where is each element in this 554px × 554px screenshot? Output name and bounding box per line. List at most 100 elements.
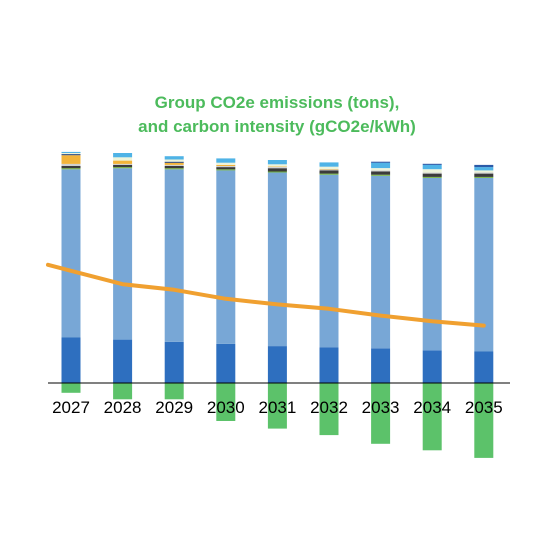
chart-title: Group CO2e emissions (tons), and carbon … bbox=[0, 91, 554, 139]
bar-segment-2028-3 bbox=[113, 164, 133, 168]
bar-segment-2034-3 bbox=[422, 173, 442, 177]
bar-segment-2032-3 bbox=[319, 170, 339, 174]
bar-segment-2027-3 bbox=[61, 166, 81, 169]
bar-segment-2033-8 bbox=[371, 162, 391, 169]
bar-segment-2034-0 bbox=[422, 350, 442, 383]
bar-segment-2033-10 bbox=[371, 383, 391, 444]
x-tick-label: 2032 bbox=[310, 398, 348, 417]
bar-segment-2031-8 bbox=[267, 160, 287, 165]
bar-segment-2035-10 bbox=[474, 383, 494, 458]
bar-segment-2028-4 bbox=[113, 163, 133, 165]
bar-segment-2033-7 bbox=[371, 168, 391, 171]
bar-segment-2030-2 bbox=[216, 169, 236, 171]
x-tick-label: 2033 bbox=[362, 398, 400, 417]
bar-segment-2033-2 bbox=[371, 174, 391, 176]
bar-group bbox=[61, 151, 494, 458]
bar-segment-2034-9 bbox=[422, 163, 442, 165]
bar-segment-2032-4 bbox=[319, 169, 339, 171]
bar-segment-2031-0 bbox=[267, 346, 287, 383]
bar-segment-2027-10 bbox=[61, 383, 81, 393]
bar-segment-2028-0 bbox=[113, 339, 133, 383]
bar-segment-2035-2 bbox=[474, 176, 494, 178]
bar-segment-2029-0 bbox=[164, 341, 184, 383]
x-tick-label: 2027 bbox=[52, 398, 90, 417]
bar-segment-2035-0 bbox=[474, 351, 494, 383]
bar-segment-2030-1 bbox=[216, 170, 236, 344]
bar-segment-2033-9 bbox=[371, 161, 391, 163]
bar-segment-2029-7 bbox=[164, 159, 184, 162]
chart-title-line-2: and carbon intensity (gCO2e/kWh) bbox=[138, 117, 416, 136]
bar-segment-2034-10 bbox=[422, 383, 442, 451]
bar-segment-2027-7 bbox=[61, 153, 81, 155]
bar-segment-2031-10 bbox=[267, 383, 287, 429]
bar-segment-2027-2 bbox=[61, 168, 81, 170]
chart-title-line-1: Group CO2e emissions (tons), bbox=[154, 93, 400, 112]
bar-segment-2029-10 bbox=[164, 383, 184, 400]
bar-segment-2031-2 bbox=[267, 171, 287, 173]
bar-segment-2032-10 bbox=[319, 383, 339, 436]
bar-segment-2028-1 bbox=[113, 168, 133, 340]
x-tick-label: 2035 bbox=[465, 398, 503, 417]
bar-segment-2030-3 bbox=[216, 167, 236, 170]
bar-segment-2028-7 bbox=[113, 157, 133, 161]
bar-segment-2035-9 bbox=[474, 164, 494, 168]
x-tick-label: 2029 bbox=[155, 398, 193, 417]
bar-segment-2027-1 bbox=[61, 169, 81, 338]
bar-segment-2027-6 bbox=[61, 154, 81, 156]
bar-segment-2032-5 bbox=[319, 168, 339, 170]
bar-segment-2028-2 bbox=[113, 167, 133, 169]
bar-segment-2031-3 bbox=[267, 168, 287, 172]
bar-segment-2031-5 bbox=[267, 166, 287, 167]
bar-segment-2032-1 bbox=[319, 174, 339, 348]
x-tick-labels: 2027 2028 2029 2030 2031 2032 2033 2034 2035 bbox=[52, 398, 503, 417]
bar-segment-2028-10 bbox=[113, 383, 133, 400]
bar-segment-2029-8 bbox=[164, 156, 184, 160]
bar-segment-2035-7 bbox=[474, 170, 494, 173]
bar-segment-2029-4 bbox=[164, 164, 184, 166]
bar-segment-2035-1 bbox=[474, 177, 494, 352]
bar-segment-2034-7 bbox=[422, 169, 442, 173]
carbon-intensity-line bbox=[46, 262, 486, 328]
bar-segment-2029-3 bbox=[164, 166, 184, 169]
bar-segment-2033-4 bbox=[371, 170, 391, 172]
bar-segment-2029-1 bbox=[164, 169, 184, 342]
bar-segment-2032-2 bbox=[319, 173, 339, 175]
bar-segment-2035-4 bbox=[474, 172, 494, 174]
bar-segment-2027-5 bbox=[61, 155, 81, 164]
bar-segment-2032-0 bbox=[319, 347, 339, 383]
bar-segment-2033-1 bbox=[371, 175, 391, 349]
bar-segment-2035-8 bbox=[474, 167, 494, 171]
bar-segment-2032-7 bbox=[319, 166, 339, 169]
bar-segment-2034-4 bbox=[422, 172, 442, 174]
bar-segment-2028-8 bbox=[113, 153, 133, 158]
bar-segment-2030-0 bbox=[216, 343, 236, 383]
x-tick-label: 2030 bbox=[207, 398, 245, 417]
x-tick-label: 2034 bbox=[413, 398, 451, 417]
bar-segment-2035-3 bbox=[474, 173, 494, 177]
bar-segment-2027-8 bbox=[61, 151, 81, 153]
bar-segment-2031-4 bbox=[267, 167, 287, 169]
bar-segment-2030-5 bbox=[216, 164, 236, 166]
bar-segment-2027-0 bbox=[61, 337, 81, 383]
bar-segment-2032-8 bbox=[319, 162, 339, 167]
bar-segment-2027-4 bbox=[61, 163, 81, 166]
bar-segment-2034-8 bbox=[422, 164, 442, 170]
intensity-line-layer bbox=[46, 262, 486, 328]
bar-segment-2034-1 bbox=[422, 177, 442, 351]
bar-segment-2030-7 bbox=[216, 162, 236, 165]
x-tick-label: 2031 bbox=[258, 398, 296, 417]
bar-segment-2031-1 bbox=[267, 172, 287, 347]
x-tick-label: 2028 bbox=[104, 398, 142, 417]
bar-segment-2033-0 bbox=[371, 348, 391, 383]
bar-segment-2034-2 bbox=[422, 176, 442, 178]
bar-segment-2029-6 bbox=[164, 161, 184, 163]
bar-segment-2029-5 bbox=[164, 162, 184, 165]
bar-segment-2030-10 bbox=[216, 383, 236, 421]
bar-segment-2028-5 bbox=[113, 160, 133, 164]
bar-segment-2033-3 bbox=[371, 171, 391, 175]
bar-segment-2029-2 bbox=[164, 168, 184, 170]
bar-segment-2031-7 bbox=[267, 164, 287, 167]
bar-segment-2030-8 bbox=[216, 158, 236, 163]
bar-segment-2030-4 bbox=[216, 166, 236, 168]
